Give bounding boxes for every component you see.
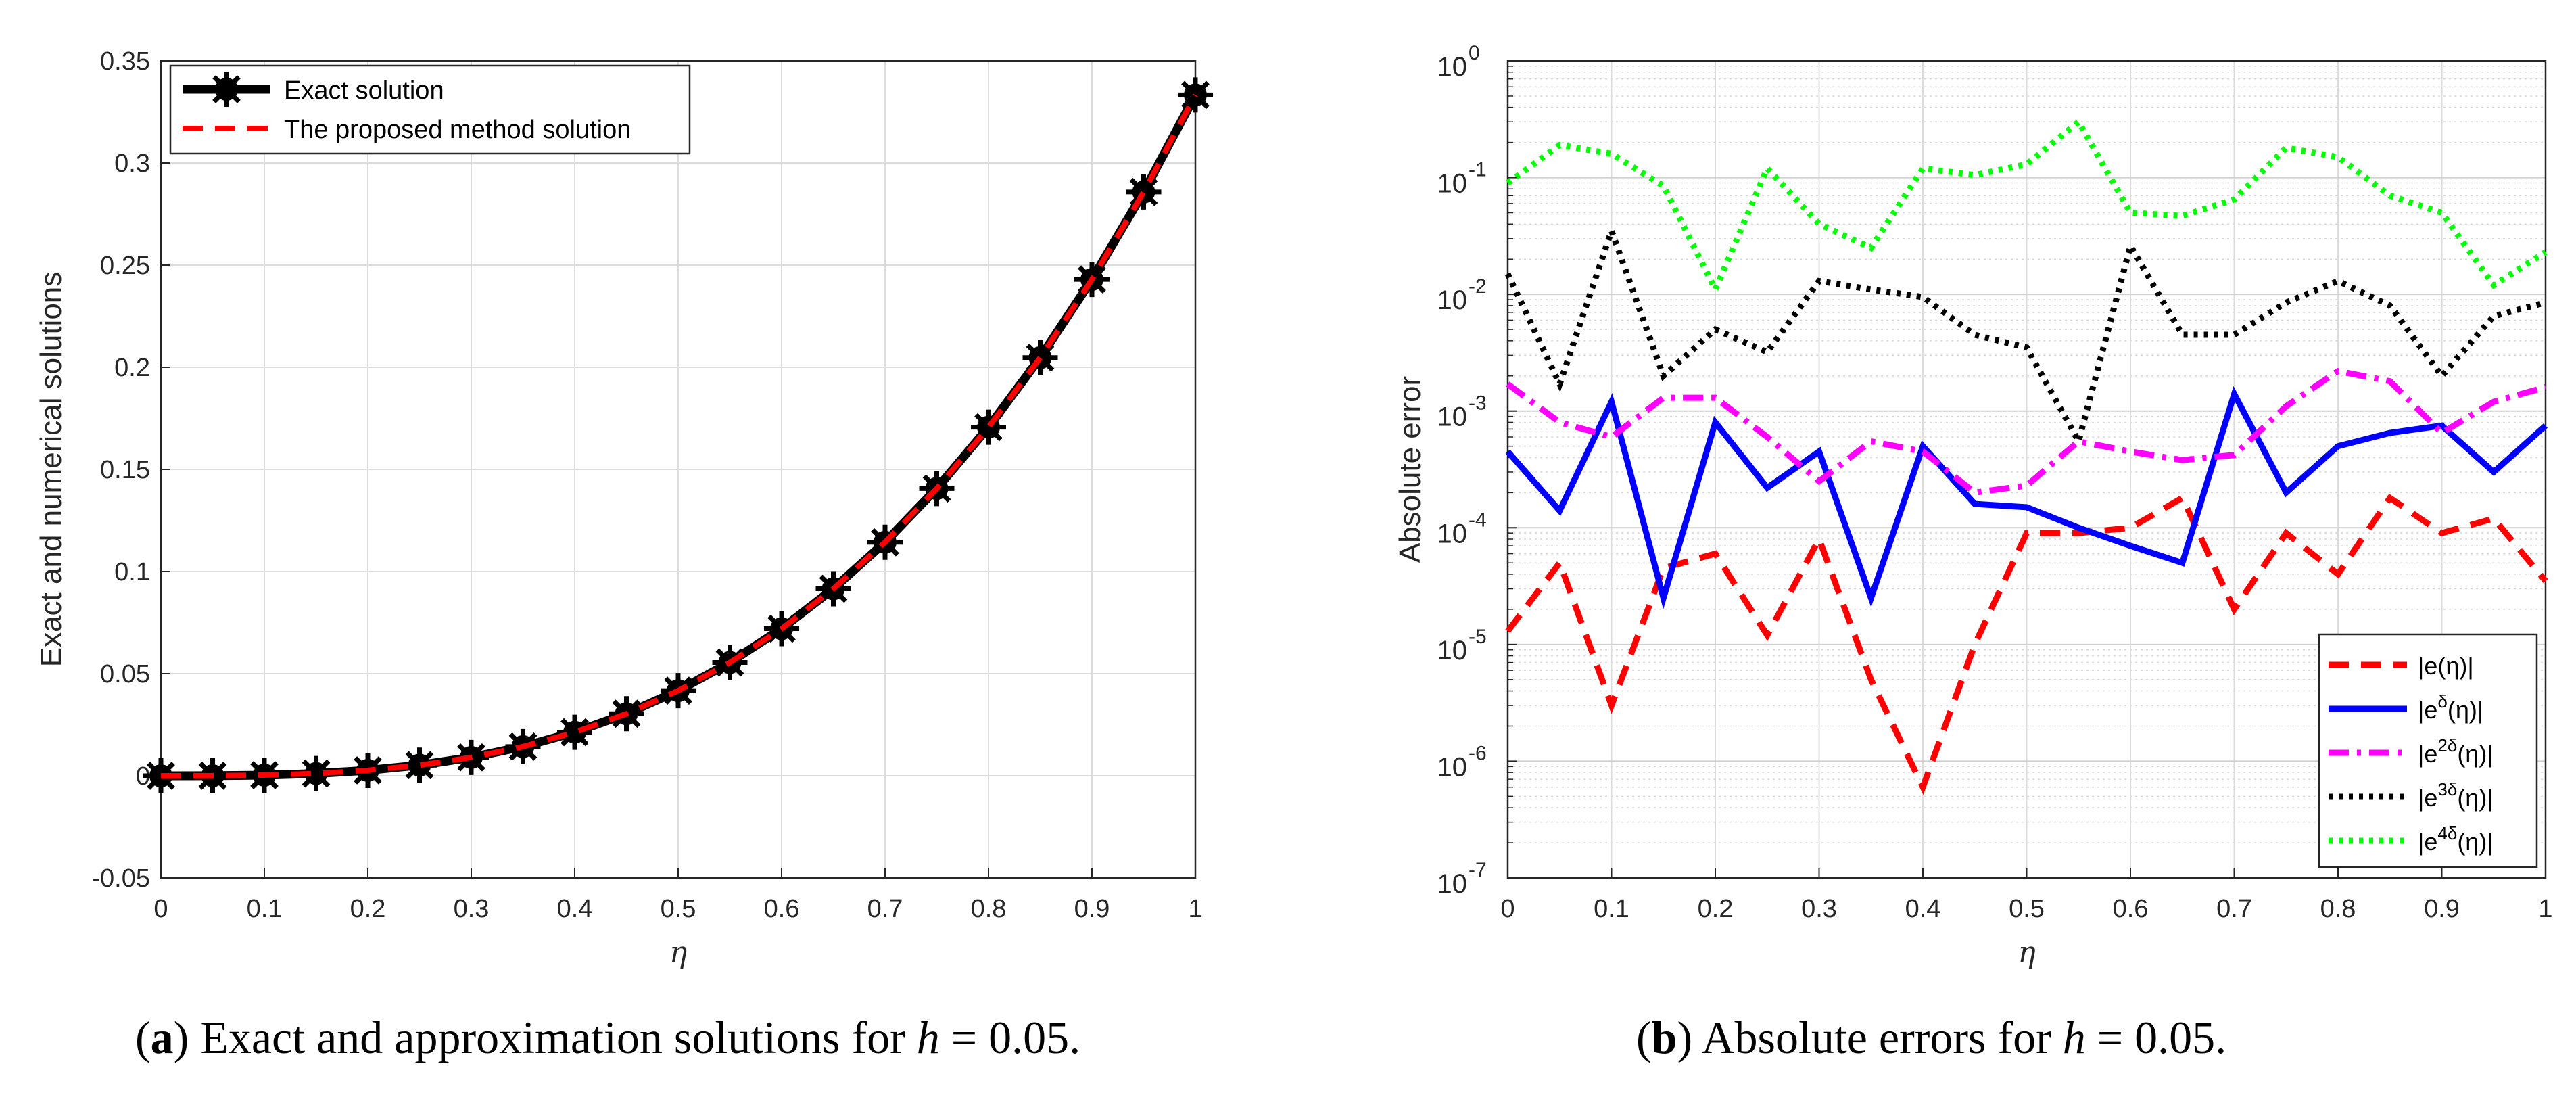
exact-point-marker bbox=[298, 755, 334, 791]
y-tick-label-a: 0.3 bbox=[114, 149, 150, 178]
axes-box-a bbox=[160, 60, 1197, 879]
exact-point-marker bbox=[557, 714, 592, 750]
x-tick-label-b: 0.8 bbox=[2320, 895, 2356, 923]
legend-a: Exact solution The proposed method soluti… bbox=[169, 64, 691, 155]
x-tick-label-a: 0.5 bbox=[661, 895, 696, 923]
y-tick-label-a: 0.2 bbox=[114, 354, 150, 382]
x-tick-label-a: 0 bbox=[153, 895, 168, 923]
exact-point-ray bbox=[1129, 178, 1158, 206]
series-b-line-0 bbox=[1505, 493, 2548, 795]
x-tick-label-a: 0.4 bbox=[557, 895, 593, 923]
y-tick-label-b-exp: -2 bbox=[1469, 275, 1487, 298]
legend-b-label-2: |e2δ(η)| bbox=[2418, 735, 2494, 768]
y-tick-label-b-exp: -5 bbox=[1469, 626, 1487, 648]
legend-a-exact-ray bbox=[212, 75, 241, 103]
caption-a-var: h bbox=[916, 1012, 940, 1063]
exact-point-marker bbox=[1126, 174, 1162, 210]
legend-b-label-1: |eδ(η)| bbox=[2418, 691, 2483, 724]
y-tick-label-b-base: 10 bbox=[1437, 752, 1468, 782]
panel-b-chart: 0 0.1 0.2 0.3 0.4 0.5 0.6 0.7 0.8 0.9 110 -710 -610-… bbox=[1393, 42, 2553, 970]
x-tick-label-b: 0.4 bbox=[1905, 895, 1941, 923]
y-tick-label-b-exp: -3 bbox=[1469, 392, 1487, 415]
y-tick-label-a: 0.1 bbox=[114, 558, 150, 586]
y-tick-label-b-exp: -4 bbox=[1469, 509, 1487, 531]
caption-a: (a) Exact and approximation solutions fo… bbox=[135, 1012, 1081, 1063]
y-tick-label-a: 0.35 bbox=[100, 47, 150, 76]
series-b-line-4 bbox=[1506, 117, 2548, 297]
y-tick-label-b-base: 10 bbox=[1437, 519, 1468, 549]
x-tick-label-b: 0.2 bbox=[1698, 895, 1734, 923]
exact-point-ray bbox=[405, 751, 434, 780]
caption-b-text: Absolute errors for bbox=[1692, 1012, 2063, 1063]
y-tick-label-b-base: 10 bbox=[1437, 402, 1468, 432]
x-tick-label-a: 0.7 bbox=[867, 895, 903, 923]
x-tick-label-a: 0.1 bbox=[247, 895, 283, 923]
y-tick-label-b-exp: 0 bbox=[1469, 42, 1480, 64]
y-tick-label-b-base: 10 bbox=[1437, 169, 1468, 199]
y-tick-label-b-base: 10 bbox=[1437, 52, 1468, 82]
y-tick-label-b-base: 10 bbox=[1437, 285, 1468, 315]
x-axis-label-b: η bbox=[2018, 935, 2035, 970]
y-axis-label-b: Absolute error bbox=[1393, 376, 1427, 563]
panel-a-chart: 0 0.1 0.2 0.3 0.4 0.5 0.6 0.7 0.8 0.9 1-0.0500.050… bbox=[34, 47, 1213, 970]
x-tick-label-b: 0.1 bbox=[1594, 895, 1629, 923]
legend-a-box bbox=[169, 64, 691, 155]
series-proposed-line bbox=[160, 93, 1198, 778]
caption-a-text: Exact and approximation solutions for bbox=[189, 1012, 917, 1063]
legend-b-label-4: |e4δ(η)| bbox=[2418, 823, 2494, 856]
y-tick-label-b-base: 10 bbox=[1437, 636, 1468, 666]
x-axis-label-a: η bbox=[669, 935, 687, 970]
y-tick-label-a: -0.05 bbox=[91, 864, 150, 893]
x-tick-label-b: 0.6 bbox=[2113, 895, 2149, 923]
x-tick-label-a: 0.9 bbox=[1074, 895, 1110, 923]
caption-a-value: = 0.05. bbox=[939, 1012, 1081, 1063]
y-tick-label-a: 0.25 bbox=[100, 252, 150, 280]
caption-b-tag: b bbox=[1651, 1012, 1677, 1063]
x-tick-label-b: 0.9 bbox=[2424, 895, 2460, 923]
caption-b-value: = 0.05. bbox=[2085, 1012, 2227, 1063]
exact-point-ray bbox=[302, 759, 331, 788]
x-tick-label-b: 0.7 bbox=[2216, 895, 2252, 923]
legend-a-exact-label: Exact solution bbox=[284, 76, 444, 105]
y-tick-label-b-exp: -1 bbox=[1469, 159, 1487, 181]
series-b-line-1 bbox=[1505, 386, 2548, 609]
x-tick-label-b: 0 bbox=[1500, 895, 1514, 923]
y-tick-label-b-exp: -7 bbox=[1469, 859, 1487, 881]
caption-b-var: h bbox=[2062, 1012, 2086, 1063]
y-tick-label-b-base: 10 bbox=[1437, 869, 1468, 899]
x-tick-label-a: 1 bbox=[1188, 895, 1202, 923]
axes-box-b bbox=[1506, 60, 2547, 879]
caption-b: (b) Absolute errors for h = 0.05. bbox=[1636, 1012, 2227, 1063]
x-tick-label-a: 0.2 bbox=[350, 895, 386, 923]
y-tick-label-b-exp: -6 bbox=[1469, 742, 1487, 764]
x-tick-label-b: 0.5 bbox=[2009, 895, 2045, 923]
y-tick-label-a: 0 bbox=[136, 762, 150, 791]
caption-a-tag: a bbox=[150, 1012, 174, 1063]
legend-b-box bbox=[2318, 633, 2538, 868]
x-tick-label-a: 0.6 bbox=[764, 895, 800, 923]
x-tick-label-b: 1 bbox=[2538, 895, 2552, 923]
legend-b: |e(η)| |eδ(η)| |e2δ(η)| |e3δ(η)| |e4δ(η)| bbox=[2318, 633, 2538, 868]
x-tick-label-b: 0.3 bbox=[1801, 895, 1837, 923]
legend-b-label-3: |e3δ(η)| bbox=[2418, 779, 2494, 812]
x-tick-label-a: 0.3 bbox=[454, 895, 490, 923]
legend-b-label-0: |e(η)| bbox=[2418, 652, 2474, 680]
x-tick-label-a: 0.8 bbox=[971, 895, 1007, 923]
y-tick-label-a: 0.15 bbox=[100, 456, 150, 484]
y-tick-label-a: 0.05 bbox=[100, 660, 150, 689]
y-axis-label-a: Exact and numerical solutions bbox=[34, 272, 68, 668]
legend-a-proposed-label: The proposed method solution bbox=[284, 116, 631, 144]
series-b-line-3 bbox=[1504, 221, 2547, 450]
exact-point-ray bbox=[560, 718, 589, 747]
